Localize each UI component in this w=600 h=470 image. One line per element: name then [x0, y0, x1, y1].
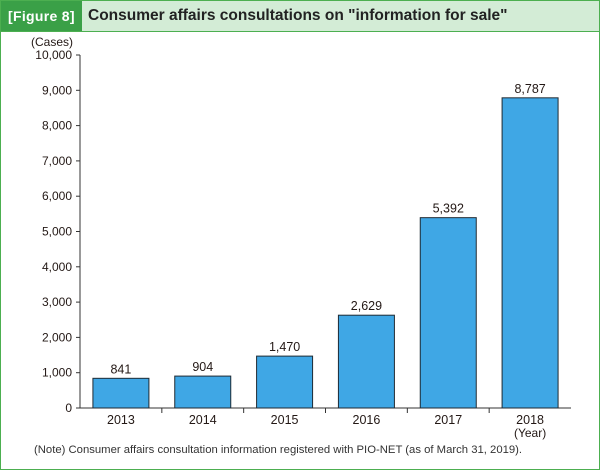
x-axis-label: (Year)	[514, 426, 546, 440]
y-tick-label: 5,000	[42, 225, 72, 239]
bar-2018	[501, 97, 559, 409]
footnote: (Note) Consumer affairs consultation inf…	[34, 444, 523, 456]
x-tick-label-2013: 2013	[107, 413, 135, 427]
figure-header: [Figure 8] Consumer affairs consultation…	[1, 1, 599, 32]
bar-2015	[256, 355, 314, 409]
y-tick-label: 2,000	[42, 330, 72, 344]
x-tick-label-2015: 2015	[271, 413, 299, 427]
x-tick-label-2018: 2018	[516, 413, 544, 427]
x-tick-label-2014: 2014	[189, 413, 217, 427]
y-tick-label: 3,000	[42, 295, 72, 309]
data-label-2018: 8,787	[514, 82, 545, 96]
x-tick-label-2016: 2016	[353, 413, 381, 427]
y-tick-label: 10,000	[35, 48, 72, 62]
data-label-2013: 841	[110, 362, 131, 376]
data-label-2015: 1,470	[269, 340, 300, 354]
bar-2014	[174, 375, 232, 409]
y-tick-label: 0	[65, 401, 72, 415]
data-label-2014: 904	[192, 360, 213, 374]
data-labels: 841 904 1,470 2,629 5,392 8,787	[110, 82, 545, 376]
data-label-2016: 2,629	[351, 299, 382, 313]
y-tick-label: 4,000	[42, 260, 72, 274]
x-axis: 2013 2014 2015 2016 2017 2018	[80, 407, 571, 427]
data-label-2017: 5,392	[433, 202, 464, 216]
y-tick-label: 7,000	[42, 154, 72, 168]
bar-chart: 0 1,000 2,000 3,000 4,000 5,000 6,000 7,000 8,00…	[31, 35, 571, 440]
bar-2016	[337, 314, 395, 409]
bar-2013	[92, 377, 150, 409]
bar-2017	[419, 217, 477, 409]
figure-label: [Figure 8]	[1, 1, 82, 31]
y-axis-label: (Cases)	[31, 35, 73, 49]
figure-title: Consumer affairs consultations on "infor…	[88, 7, 508, 24]
y-axis: 0 1,000 2,000 3,000 4,000 5,000 6,000 7,000 8,00…	[35, 48, 81, 415]
bars	[92, 97, 559, 409]
x-tick-label-2017: 2017	[434, 413, 462, 427]
y-tick-label: 1,000	[42, 366, 72, 380]
y-tick-label: 6,000	[42, 189, 72, 203]
y-tick-label: 8,000	[42, 119, 72, 133]
y-tick-label: 9,000	[42, 83, 72, 97]
